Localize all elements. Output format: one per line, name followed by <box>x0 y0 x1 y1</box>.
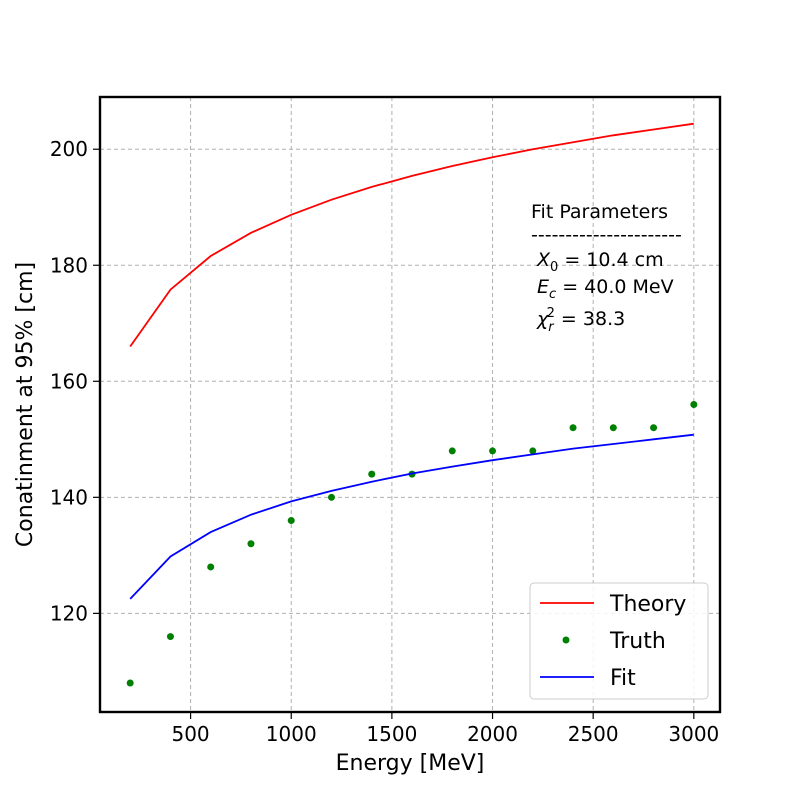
x-tick-label: 1500 <box>366 722 417 746</box>
fit-series-line <box>129 433 694 600</box>
ticks: 500 1000 1500 2000 2500 3000 120 140 160 180 200 <box>50 137 719 746</box>
x-tick-label: 1000 <box>266 722 317 746</box>
truth-point <box>690 401 698 408</box>
legend: Theory Truth Fit <box>529 582 709 700</box>
truth-point <box>207 563 215 571</box>
y-tick-label: 180 <box>50 253 88 277</box>
plot-frame <box>98 95 722 714</box>
y-tick-label: 200 <box>50 137 88 161</box>
annotation-separator: ---------------------- <box>531 224 682 246</box>
truth-point <box>327 493 335 501</box>
truth-point <box>368 470 376 478</box>
x-tick-label: 2500 <box>568 722 619 746</box>
truth-point <box>569 424 577 432</box>
truth-point <box>448 447 456 455</box>
x-tick-label: 500 <box>171 722 209 746</box>
x-tick-label: 3000 <box>668 722 719 746</box>
legend-box <box>529 582 709 700</box>
theory-series-line <box>129 122 694 348</box>
annotation-chi2: χr2 = 38.3 <box>536 306 625 335</box>
legend-fit-label: Fit <box>610 666 636 691</box>
annotation-x0: X0 = 10.4 cm <box>536 249 664 275</box>
truth-point <box>166 633 174 641</box>
x-axis-label: Energy [MeV] <box>336 751 485 776</box>
annotation-ec: Ec = 40.0 MeV <box>537 276 674 302</box>
y-tick-label: 120 <box>50 601 88 625</box>
legend-truth-label: Truth <box>609 629 666 654</box>
series-layer <box>126 122 698 687</box>
truth-point <box>529 447 537 455</box>
fit-parameters-annotation: Fit Parameters ---------------------- X0… <box>531 201 682 335</box>
legend-truth-swatch <box>562 636 570 644</box>
truth-point <box>287 517 295 525</box>
truth-point <box>489 447 497 455</box>
y-tick-label: 140 <box>50 485 88 509</box>
legend-theory-label: Theory <box>609 592 686 617</box>
y-tick-label: 160 <box>50 369 88 393</box>
truth-point <box>126 679 134 687</box>
truth-point <box>609 424 617 432</box>
x-tick-label: 2000 <box>467 722 518 746</box>
y-axis-label: Conatinment at 95% [cm] <box>13 262 38 547</box>
truth-point <box>247 540 255 548</box>
annotation-heading: Fit Parameters <box>531 201 668 223</box>
truth-point <box>650 424 658 432</box>
